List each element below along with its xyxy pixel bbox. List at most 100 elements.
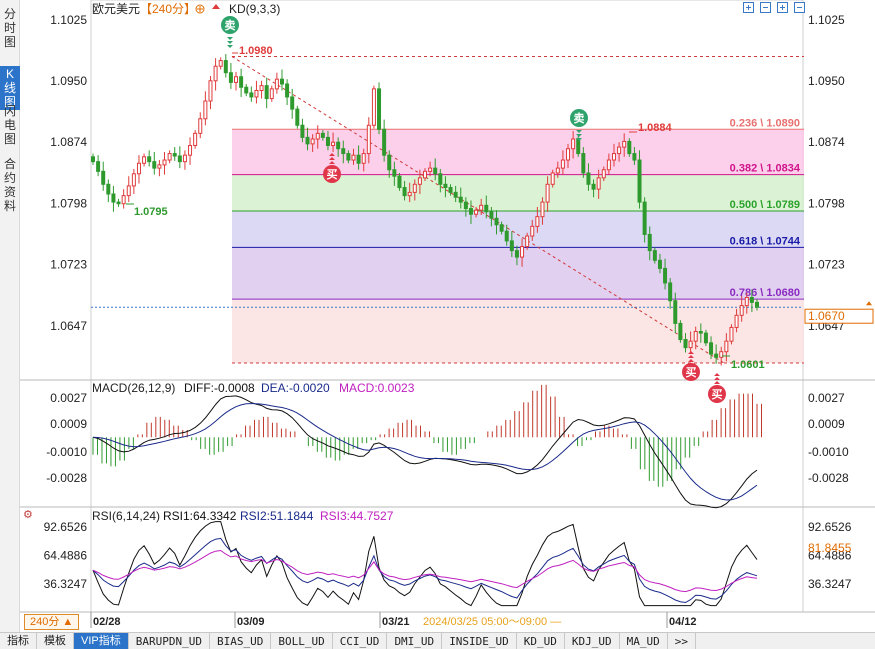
candle-body — [300, 124, 305, 138]
sidebar-tab-char: 时 — [3, 21, 16, 35]
bottom-tab-vip[interactable]: VIP指标 — [74, 633, 129, 649]
candle-body — [402, 187, 407, 197]
candle-body — [131, 173, 136, 187]
candle-body — [652, 250, 657, 261]
date-label: 03/09 — [237, 616, 265, 628]
annotation-high-1: 1.0980 — [239, 45, 273, 57]
candle-body — [617, 146, 622, 155]
period-tag: 【240分】 — [140, 2, 196, 16]
candle-body — [550, 172, 555, 185]
rsi1-line — [92, 521, 758, 607]
candle-body — [566, 148, 571, 161]
candle-body — [509, 240, 514, 252]
zoom-in-icon[interactable] — [777, 2, 788, 13]
candle-body — [152, 161, 157, 169]
chart-area[interactable]: 欧元美元 【240分】 KD(9,3,3) 1.1025 1.1025 1.0950 1.0… — [20, 0, 875, 632]
signal-arrow-icon — [329, 157, 335, 160]
candle-body — [279, 78, 284, 85]
signal-arrow-icon — [714, 381, 720, 384]
macd-axis-right-label: -0.0028 — [808, 471, 849, 485]
add-circle-icon[interactable] — [195, 4, 205, 14]
candle-body — [264, 85, 269, 100]
indicator-title: KD(9,3,3) — [229, 2, 280, 16]
candle-body — [182, 154, 187, 163]
bottom-tab-dmiud[interactable]: DMI_UD — [387, 633, 443, 649]
settings-gear-icon[interactable]: ⚙ — [23, 509, 33, 521]
candle-body — [407, 191, 412, 197]
candle-body — [91, 156, 95, 163]
date-label: 03/21 — [382, 616, 410, 628]
bottom-tab-kdjud[interactable]: KDJ_UD — [565, 633, 620, 649]
expand-icon[interactable] — [743, 2, 754, 13]
sidebar-tab-0[interactable]: 分时图 — [0, 6, 20, 50]
rsi-rsi3-value: RSI3:44.7527 — [320, 509, 394, 523]
candle-body — [724, 340, 729, 353]
candle-body — [448, 187, 453, 193]
sidebar-tab-char: 线 — [3, 81, 16, 95]
signal-badge[interactable] — [708, 385, 726, 403]
bottom-tab-[interactable]: >> — [668, 633, 697, 649]
candle-body — [463, 201, 468, 210]
macd-axis-right-label: 0.0027 — [808, 391, 845, 405]
candle-body — [514, 250, 519, 258]
bottom-tab-bar: 指标 模板 VIP指标 BARUPDN_UD BIAS_UD BOLL_UD CCI_UD D… — [0, 632, 875, 649]
candle-body — [428, 167, 433, 172]
candle-body — [678, 322, 683, 341]
candle-body — [269, 88, 274, 100]
candle-body — [423, 170, 427, 179]
candle-body — [499, 224, 504, 232]
macd-title: MACD(26,12,9) — [92, 381, 175, 395]
price-axis-left-label: 1.1025 — [50, 13, 87, 27]
bottom-tab-bollud[interactable]: BOLL_UD — [271, 633, 333, 649]
bottom-tab-kdud[interactable]: KD_UD — [517, 633, 565, 649]
candle-body — [474, 209, 479, 215]
macd-dea-value: DEA:-0.0020 — [261, 381, 330, 395]
price-axis-right-label: 1.1025 — [808, 13, 845, 27]
signal-badge[interactable] — [323, 165, 341, 183]
candle-body — [244, 86, 249, 94]
candle-body — [688, 340, 693, 349]
candle-body — [285, 83, 290, 98]
candle-body — [392, 169, 397, 177]
current-price-value: 1.0670 — [808, 309, 845, 323]
sidebar-tab-3[interactable]: 合约资料 — [0, 156, 20, 214]
candle-body — [325, 136, 330, 146]
sidebar-tab-2[interactable]: 闪电图 — [0, 103, 20, 147]
candle-body — [693, 330, 698, 342]
candle-body — [530, 225, 535, 237]
price-axis-left-label: 1.0647 — [50, 319, 87, 333]
candle-body — [188, 144, 193, 156]
price-axis-right-label: 1.0798 — [808, 197, 845, 211]
signal-badge[interactable] — [221, 16, 239, 34]
zoom-out-icon[interactable] — [794, 2, 805, 13]
candle-body — [545, 183, 550, 203]
candle-body — [157, 164, 162, 169]
period-selector[interactable]: 240分 ▲ — [24, 614, 80, 630]
signal-badge[interactable] — [570, 109, 588, 127]
bottom-tab-biasud[interactable]: BIAS_UD — [210, 633, 272, 649]
candle-body — [387, 154, 392, 171]
price-axis-right-label: 1.0723 — [808, 257, 845, 271]
bottom-tab-cciud[interactable]: CCI_UD — [333, 633, 388, 649]
candle-body — [571, 138, 576, 150]
signal-arrow-icon — [714, 373, 720, 376]
symbol-title: 欧元美元 — [92, 2, 140, 16]
bottom-tab-[interactable]: 模板 — [37, 633, 74, 649]
price-axis-right-label: 1.0874 — [808, 135, 845, 149]
candle-body — [295, 108, 300, 126]
signal-badge-label: 卖 — [574, 111, 585, 125]
macd-dea-line — [92, 403, 758, 501]
bottom-tab-barupdnud[interactable]: BARUPDN_UD — [129, 633, 210, 649]
shrink-icon[interactable] — [760, 2, 771, 13]
bottom-tab-[interactable]: 指标 — [0, 633, 37, 649]
bottom-tab-maud[interactable]: MA_UD — [620, 633, 668, 649]
signal-badge[interactable] — [682, 363, 700, 381]
signal-badge-label: 买 — [686, 366, 697, 379]
rsi3-line — [92, 549, 758, 593]
candle-body — [642, 201, 647, 235]
candle-body — [213, 65, 218, 82]
bottom-tab-insideud[interactable]: INSIDE_UD — [442, 633, 517, 649]
candle-body — [698, 330, 703, 334]
